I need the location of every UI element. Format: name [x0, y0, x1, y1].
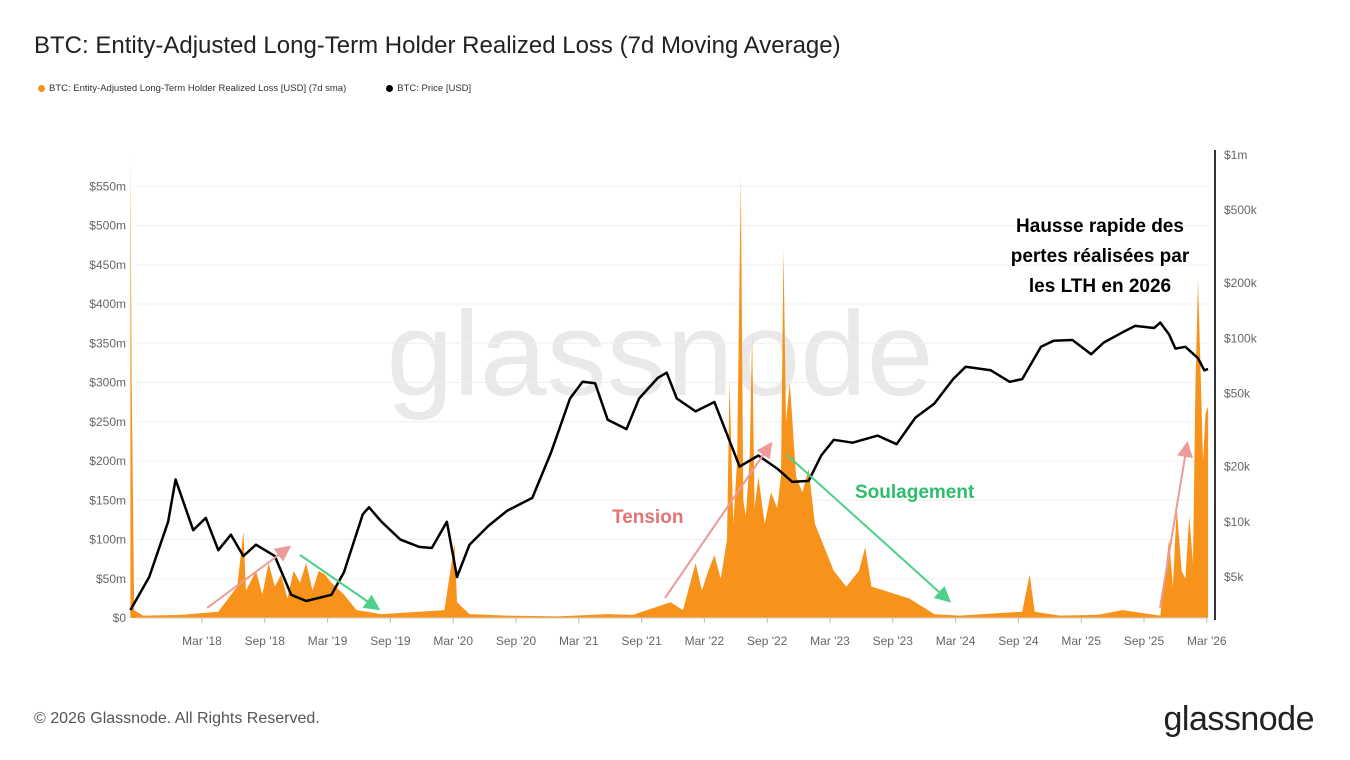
y-left-tick-label: $50m — [96, 572, 126, 586]
y-right-tick-label: $10k — [1224, 515, 1251, 529]
y-left-tick-label: $550m — [89, 179, 126, 193]
legend-item-loss[interactable]: BTC: Entity-Adjusted Long-Term Holder Re… — [38, 83, 346, 94]
legend: BTC: Entity-Adjusted Long-Term Holder Re… — [38, 83, 471, 94]
y-right-tick-label: $5k — [1224, 570, 1244, 584]
x-tick-label: Mar '23 — [810, 634, 850, 648]
y-left-tick-label: $150m — [89, 493, 126, 507]
chart-title: BTC: Entity-Adjusted Long-Term Holder Re… — [34, 32, 841, 59]
y-left-tick-label: $450m — [89, 258, 126, 272]
x-tick-label: Sep '21 — [621, 634, 662, 648]
y-left-tick-label: $300m — [89, 376, 126, 390]
legend-dot-icon — [38, 84, 45, 92]
x-tick-label: Mar '18 — [182, 634, 222, 648]
x-tick-label: Mar '25 — [1061, 634, 1101, 648]
price-line — [129, 321, 1209, 611]
x-tick-label: Sep '19 — [370, 634, 411, 648]
y-right-tick-label: $50k — [1224, 387, 1251, 401]
glassnode-logo: glassnode — [1163, 700, 1314, 738]
x-tick-label: Sep '18 — [245, 634, 286, 648]
annotation-2026-line1: Hausse rapide des — [1016, 216, 1184, 237]
x-tick-label: Sep '22 — [747, 634, 788, 648]
x-tick-label: Sep '23 — [873, 634, 914, 648]
x-tick-label: Mar '20 — [433, 634, 473, 648]
y-right-tick-label: $100k — [1224, 331, 1258, 345]
y-right-tick-label: $1m — [1224, 148, 1247, 162]
x-tick-label: Mar '24 — [936, 634, 976, 648]
x-tick-label: Mar '19 — [308, 634, 348, 648]
y-right-tick-label: $200k — [1224, 276, 1258, 290]
annotation-relief: Soulagement — [855, 482, 975, 503]
y-right-tick-label: $20k — [1224, 460, 1251, 474]
relief-arrow — [786, 454, 951, 603]
y-left-tick-label: $250m — [89, 415, 126, 429]
x-tick-label: Sep '20 — [496, 634, 537, 648]
tension-arrow — [1159, 441, 1193, 609]
y-left-tick-label: $400m — [89, 297, 126, 311]
x-tick-label: Mar '26 — [1187, 634, 1227, 648]
annotation-2026-line2: pertes réalisées par — [1011, 246, 1190, 267]
copyright: © 2026 Glassnode. All Rights Reserved. — [34, 710, 320, 727]
y-left-tick-label: $200m — [89, 454, 126, 468]
legend-item-price[interactable]: BTC: Price [USD] — [386, 83, 471, 94]
x-tick-label: Mar '21 — [559, 634, 599, 648]
y-left-tick-label: $100m — [89, 533, 126, 547]
relief-arrow — [299, 554, 381, 611]
x-tick-label: Sep '24 — [998, 634, 1039, 648]
watermark: glassnode — [386, 287, 933, 421]
y-left-tick-label: $350m — [89, 336, 126, 350]
legend-dot-icon — [386, 84, 394, 92]
y-left-tick-label: $0 — [113, 611, 127, 625]
tension-arrow — [206, 545, 292, 609]
y-right-tick-label: $500k — [1224, 203, 1258, 217]
y-left-tick-label: $500m — [89, 219, 126, 233]
x-tick-label: Mar '22 — [685, 634, 725, 648]
tension-arrow — [664, 441, 773, 599]
x-tick-label: Sep '25 — [1124, 634, 1165, 648]
annotation-2026-line3: les LTH en 2026 — [1029, 276, 1171, 297]
annotation-tension: Tension — [612, 507, 683, 528]
